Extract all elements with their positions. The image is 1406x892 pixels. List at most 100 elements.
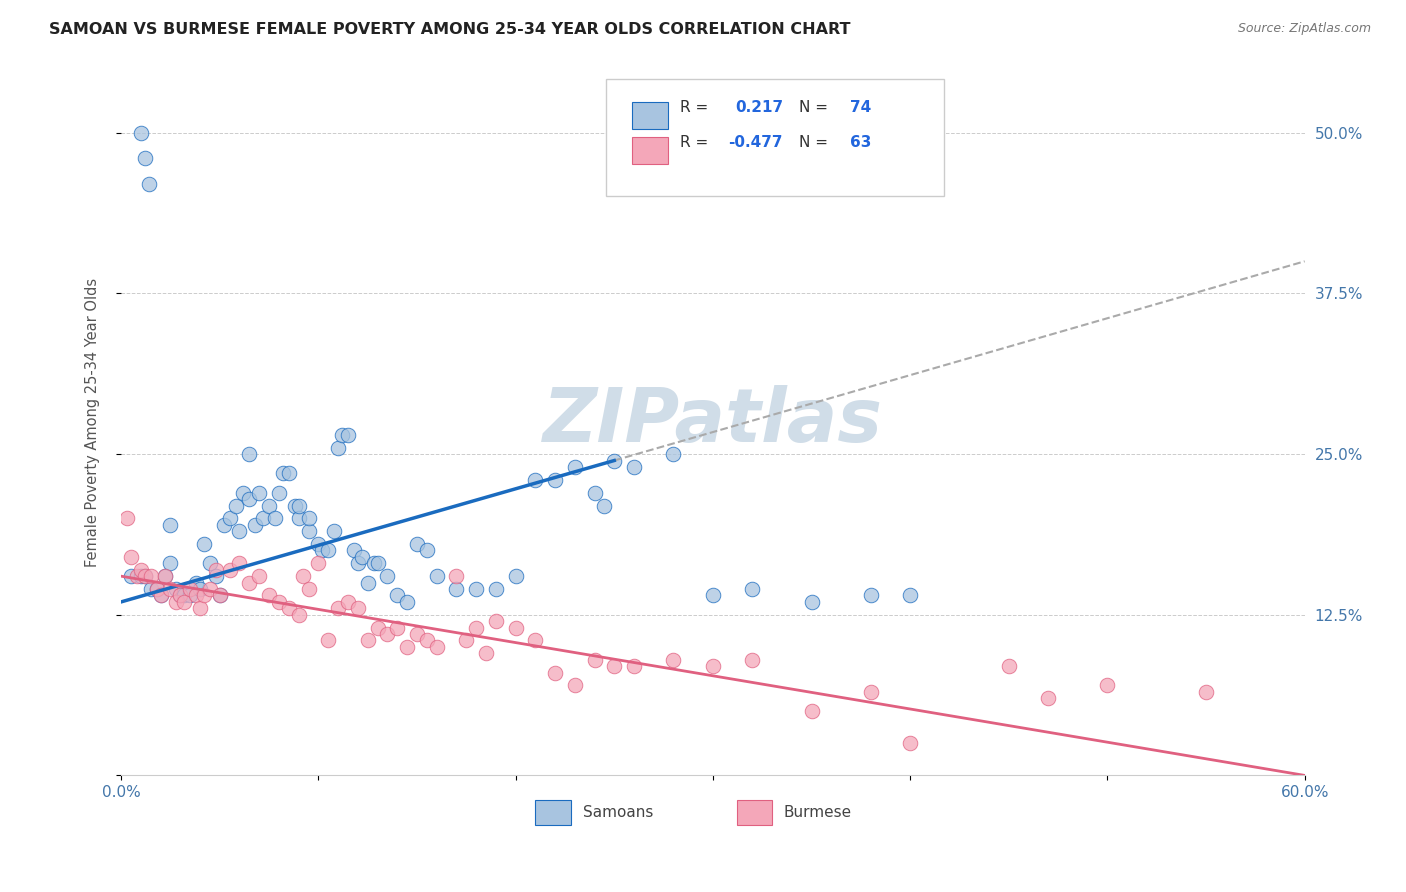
Point (284, 499, 307, 513)
Point (287, 607, 309, 622)
Point (396, 595, 419, 609)
Point (593, 499, 616, 513)
Point (898, 589, 921, 603)
Text: R =: R = (679, 136, 713, 150)
Point (485, 614, 508, 628)
Point (800, 595, 823, 609)
Point (544, 665, 567, 680)
Point (173, 595, 195, 609)
Text: 0.217: 0.217 (735, 100, 783, 115)
Point (159, 517, 181, 532)
Point (218, 563, 240, 577)
Point (387, 589, 409, 603)
Point (153, 569, 176, 583)
Point (1195, 685, 1218, 699)
Point (702, 589, 724, 603)
Point (238, 575, 260, 590)
Bar (633, 137, 668, 164)
Point (603, 659, 626, 673)
Point (134, 152, 156, 166)
Point (139, 582, 162, 596)
Point (406, 627, 429, 641)
Point (465, 582, 488, 596)
Point (277, 601, 299, 615)
Point (377, 569, 399, 583)
Point (193, 537, 215, 551)
Point (446, 569, 468, 583)
Point (198, 557, 221, 571)
Point (247, 485, 270, 500)
Point (583, 653, 606, 667)
Point (188, 582, 211, 596)
Point (456, 633, 478, 648)
Point (465, 621, 488, 635)
Point (212, 517, 235, 532)
Point (271, 467, 294, 481)
Point (741, 653, 763, 667)
Point (367, 621, 389, 635)
Text: ZIPatlas: ZIPatlas (543, 385, 883, 458)
Point (153, 569, 176, 583)
Bar (536, 800, 571, 825)
Text: -0.477: -0.477 (728, 136, 783, 150)
Point (336, 595, 359, 609)
Point (287, 499, 309, 513)
Point (169, 589, 191, 603)
Point (257, 589, 280, 603)
Point (505, 621, 527, 635)
Point (326, 601, 349, 615)
Point (583, 485, 606, 500)
Text: N =: N = (799, 100, 834, 115)
Point (297, 524, 319, 539)
Point (416, 633, 439, 648)
Point (204, 563, 226, 577)
Point (291, 569, 314, 583)
Point (524, 473, 547, 487)
Point (257, 499, 280, 513)
Point (228, 524, 250, 539)
Point (193, 589, 215, 603)
Point (264, 511, 287, 525)
Point (287, 511, 309, 525)
Point (115, 511, 138, 525)
Point (347, 601, 370, 615)
Point (179, 589, 201, 603)
Point (120, 569, 142, 583)
Point (120, 549, 142, 564)
Point (134, 569, 156, 583)
Point (475, 646, 498, 660)
Point (396, 640, 419, 654)
Point (446, 582, 468, 596)
Bar (633, 102, 668, 128)
Point (184, 575, 207, 590)
Point (179, 582, 201, 596)
Point (218, 511, 240, 525)
Point (208, 589, 231, 603)
Point (129, 126, 152, 140)
Point (225, 499, 247, 513)
Point (343, 543, 366, 558)
Text: R =: R = (679, 100, 713, 115)
Point (326, 441, 349, 455)
Point (330, 427, 353, 442)
Point (316, 633, 339, 648)
Point (859, 589, 882, 603)
Point (238, 492, 260, 507)
Text: Burmese: Burmese (785, 805, 852, 820)
Point (184, 589, 207, 603)
Point (1097, 678, 1119, 692)
Point (247, 569, 270, 583)
Point (702, 659, 724, 673)
Point (426, 569, 449, 583)
Point (149, 589, 172, 603)
Point (208, 589, 231, 603)
Point (387, 621, 409, 635)
Point (350, 549, 373, 564)
Point (426, 640, 449, 654)
Point (204, 569, 226, 583)
Point (357, 633, 380, 648)
Point (1038, 691, 1060, 706)
Point (377, 627, 399, 641)
Point (898, 736, 921, 750)
Point (297, 582, 319, 596)
